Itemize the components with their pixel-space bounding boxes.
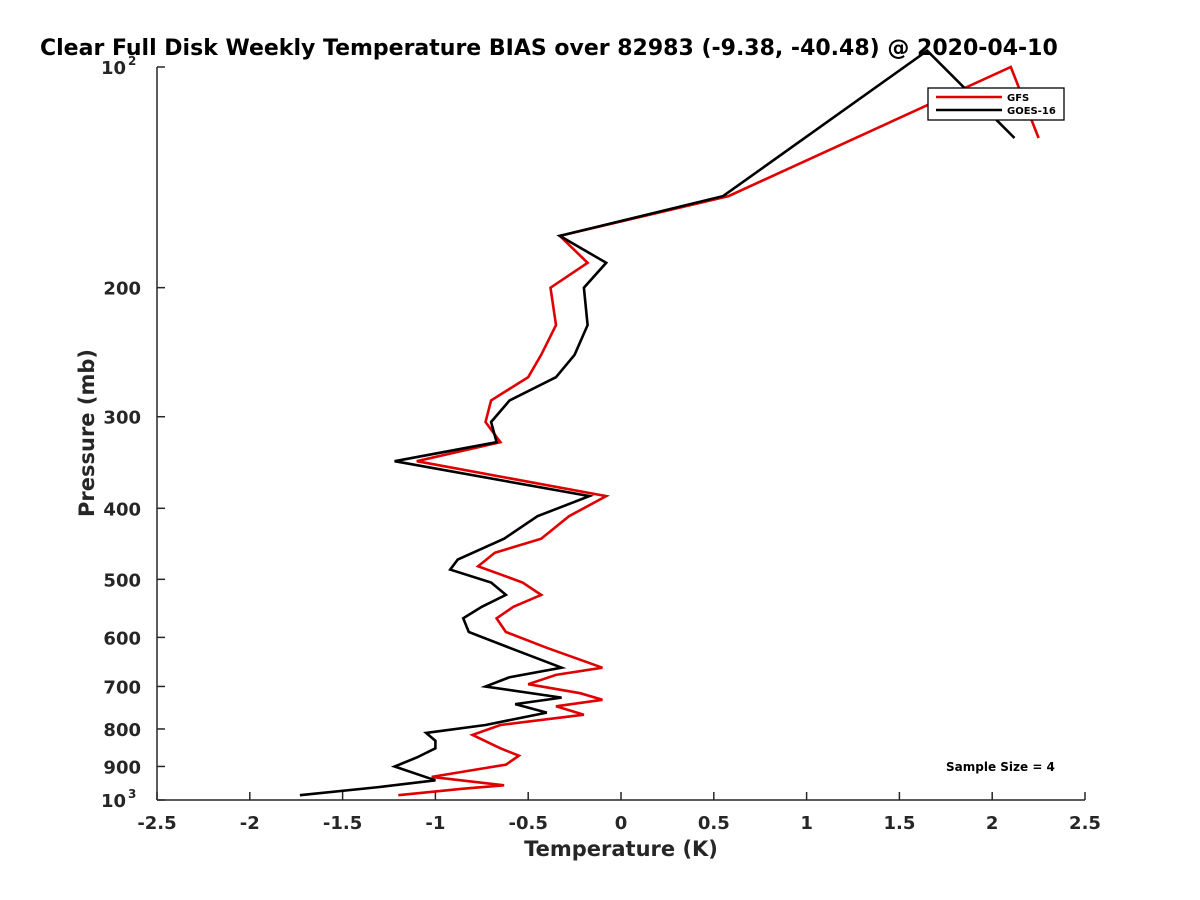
x-tick-label: 2.5 [1069,813,1101,834]
y-tick-label-power: 10 2 [101,54,136,79]
y-tick-label: 500 [103,570,141,591]
legend-label-goes16: GOES-16 [1007,106,1056,117]
y-tick-label-exponent: 2 [128,54,136,68]
y-tick-label: 800 [103,720,141,741]
x-ticks: -2.5 -2 -1.5 -1 -0.5 0 0.5 1 1.5 2 2.5 [137,792,1101,834]
y-tick-label-exponent: 3 [128,787,136,801]
plot-area [157,67,1085,800]
legend: GFS GOES-16 [927,87,1065,121]
legend-label-gfs: GFS [1007,93,1029,104]
y-tick-label: 400 [103,499,141,520]
x-tick-label: 0.5 [698,813,730,834]
series-line-gfs [398,65,1040,797]
chart-title: Clear Full Disk Weekly Temperature BIAS … [40,36,1058,61]
y-tick-label: 200 [103,279,141,300]
x-tick-label: -1.5 [323,813,362,834]
series-group [299,49,1040,797]
y-tick-label: 900 [103,757,141,778]
y-tick-label: 600 [103,628,141,649]
y-tick-label-base: 10 [101,791,126,812]
x-tick-label: -2 [240,813,260,834]
sample-size-annotation: Sample Size = 4 [946,760,1055,774]
y-tick-label: 700 [103,677,141,698]
y-tick-label-base: 10 [101,58,126,79]
series-line-goes-16 [299,49,1016,797]
y-tick-label-power: 10 3 [101,787,136,812]
x-tick-label: 1.5 [883,813,915,834]
y-axis-label: Pressure (mb) [75,349,99,517]
x-tick-label: 1 [800,813,813,834]
x-tick-label: 2 [986,813,999,834]
y-tick-label: 300 [103,408,141,429]
x-axis-label: Temperature (K) [524,837,718,861]
x-tick-label: -0.5 [509,813,548,834]
x-tick-label: -1 [425,813,445,834]
legend-box [927,87,1065,121]
x-tick-label: -2.5 [137,813,176,834]
x-tick-label: 0 [615,813,628,834]
